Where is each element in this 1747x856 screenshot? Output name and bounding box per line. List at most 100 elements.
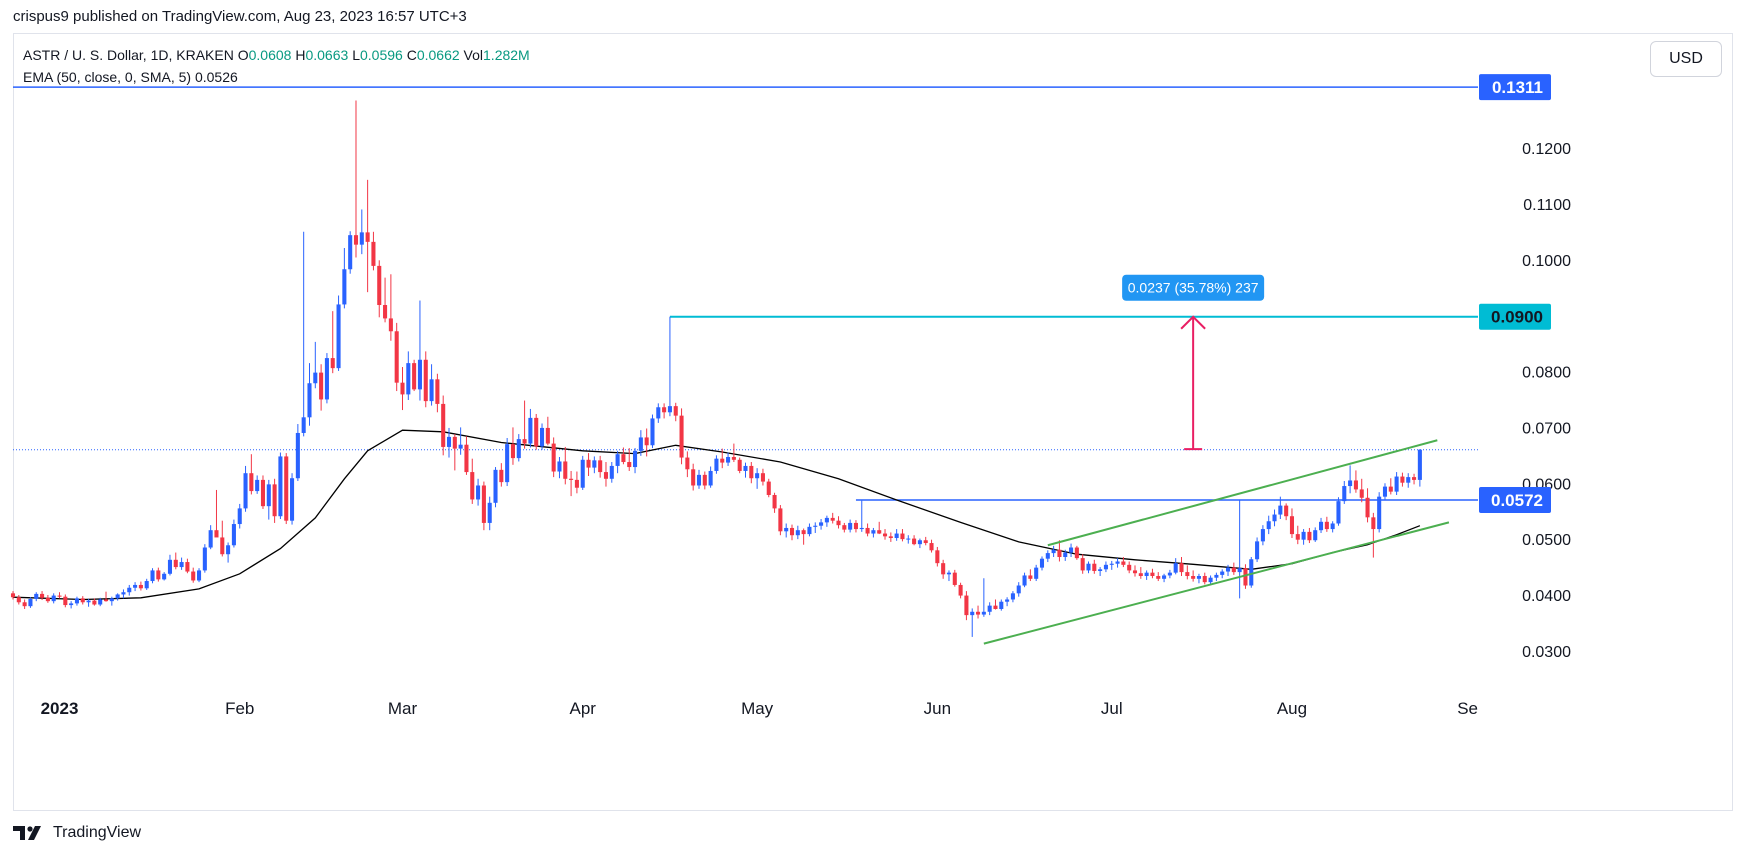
x-tick-label: Feb — [225, 699, 254, 718]
close-label: C — [406, 47, 417, 63]
candle — [842, 522, 847, 533]
candle-body — [696, 474, 702, 486]
candle-body — [1063, 552, 1068, 558]
currency-button[interactable]: USD — [1650, 41, 1722, 77]
candle-body — [1191, 576, 1196, 579]
candle — [993, 599, 998, 610]
candle-body — [406, 363, 411, 395]
candle — [952, 569, 957, 587]
candle-body — [638, 437, 643, 451]
candle — [836, 516, 841, 529]
candle-body — [1324, 521, 1329, 530]
candle — [1417, 449, 1422, 487]
candle — [1191, 570, 1196, 582]
candle — [964, 591, 969, 621]
candle-body — [86, 600, 91, 603]
candle-body — [74, 598, 79, 604]
tradingview-brand[interactable]: TradingView — [13, 824, 141, 842]
candle-body — [208, 530, 213, 548]
candle-body — [1115, 561, 1120, 564]
candle — [103, 591, 109, 602]
measure-arrowhead — [1180, 315, 1206, 330]
brand-name: TradingView — [53, 824, 142, 841]
candle — [714, 455, 719, 474]
candle — [86, 598, 91, 607]
candle — [778, 505, 783, 536]
candle — [255, 475, 260, 494]
high-value: 0.0663 — [305, 47, 349, 63]
candle-body — [1388, 486, 1393, 492]
candle-body — [958, 584, 963, 596]
candle — [115, 593, 120, 601]
candle-body — [1260, 529, 1265, 542]
volume-value: 1.282M — [483, 47, 530, 63]
candle — [290, 473, 295, 525]
candle-body — [464, 444, 469, 473]
candle — [1313, 527, 1318, 542]
candle — [946, 570, 952, 582]
candle-body — [912, 538, 917, 545]
candle-body — [1144, 572, 1149, 577]
candle-body — [952, 572, 957, 585]
candle-body — [133, 584, 138, 588]
candle — [1045, 550, 1050, 563]
candle-body — [755, 473, 760, 479]
candle-body — [1359, 489, 1364, 498]
candle — [917, 538, 922, 549]
candle — [1330, 521, 1335, 533]
price-axis: 0.12000.11000.10000.08000.07000.06000.05… — [1479, 74, 1571, 661]
candle — [69, 601, 74, 609]
candle-body — [185, 562, 190, 572]
candle — [383, 277, 388, 323]
x-tick-label: Mar — [388, 699, 418, 718]
candle — [400, 367, 405, 411]
candle-body — [633, 450, 638, 468]
candle — [1377, 492, 1382, 533]
candle-body — [481, 485, 486, 523]
tradingview-logo-icon — [13, 826, 41, 840]
y-tick-label: 0.1100 — [1523, 197, 1571, 214]
candle-body — [1202, 576, 1207, 583]
candle — [80, 596, 85, 605]
candle-body — [534, 417, 539, 447]
candle — [1103, 561, 1108, 573]
candle-body — [22, 602, 27, 607]
candle — [121, 589, 126, 599]
candle — [1220, 569, 1225, 579]
candle-body — [627, 462, 632, 468]
candle — [737, 457, 742, 474]
candle-body — [330, 358, 335, 369]
candle-body — [1295, 534, 1300, 540]
candle-body — [1249, 559, 1254, 586]
candle-body — [1417, 449, 1422, 480]
candle-body — [1301, 531, 1306, 540]
candle-body — [749, 465, 754, 479]
candle — [1295, 525, 1300, 545]
candle — [272, 478, 277, 523]
candle — [40, 591, 45, 601]
chart-legend: ASTR / U. S. Dollar, 1D, KRAKEN O0.0608 … — [23, 44, 530, 88]
candle-body — [1022, 575, 1027, 586]
candle-body — [592, 460, 597, 468]
candle-body — [819, 522, 824, 526]
candle — [487, 496, 492, 531]
candle-body — [127, 587, 132, 593]
candle — [1266, 515, 1271, 535]
candle — [1272, 509, 1277, 527]
candle — [882, 529, 888, 540]
candle — [336, 295, 341, 371]
candle — [1382, 483, 1388, 500]
candle-body — [319, 372, 324, 400]
candle — [446, 427, 452, 458]
candle-body — [196, 570, 202, 581]
candle-body — [1167, 572, 1172, 576]
candle — [342, 248, 347, 309]
candle-body — [923, 540, 928, 544]
candle — [1371, 512, 1376, 558]
candle — [1284, 503, 1289, 521]
candle — [127, 584, 132, 596]
candle — [208, 525, 213, 550]
price-badge-text: 0.0572 — [1491, 491, 1543, 510]
channel-line-2 — [1047, 439, 1438, 547]
